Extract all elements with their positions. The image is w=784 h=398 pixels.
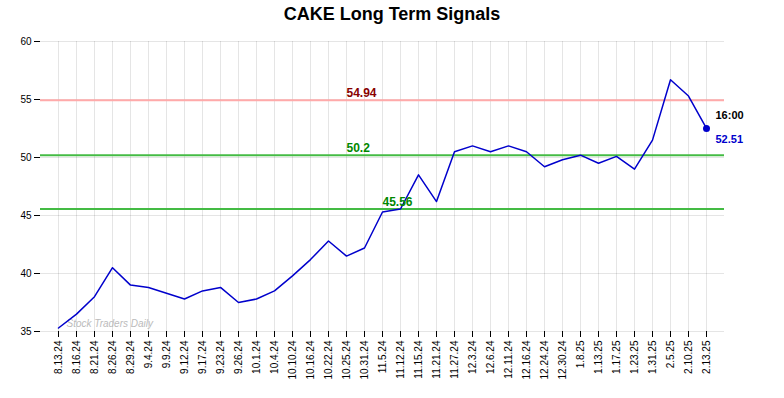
svg-text:11.15.24: 11.15.24 xyxy=(413,340,424,379)
svg-text:11.5.24: 11.5.24 xyxy=(377,340,388,373)
svg-text:2.5.25: 2.5.25 xyxy=(665,340,676,368)
svg-text:10.10.24: 10.10.24 xyxy=(287,340,298,379)
svg-text:2.10.25: 2.10.25 xyxy=(683,340,694,374)
svg-text:10.31.24: 10.31.24 xyxy=(359,340,370,379)
html-text:CAKE Long Term Signals: CAKE Long Term Signals xyxy=(283,4,501,24)
svg-text:10.4.24: 10.4.24 xyxy=(269,340,280,374)
svg-text:40: 40 xyxy=(20,268,32,279)
svg-text:12.30.24: 12.30.24 xyxy=(557,340,568,379)
svg-text:12.24.24: 12.24.24 xyxy=(539,340,550,379)
svg-text:1.8.25: 1.8.25 xyxy=(575,340,586,368)
svg-text:8.26.24: 8.26.24 xyxy=(107,340,118,374)
svg-text:1.31.25: 1.31.25 xyxy=(647,340,658,374)
svg-text:1.13.25: 1.13.25 xyxy=(593,340,604,374)
svg-text:9.26.24: 9.26.24 xyxy=(233,340,244,374)
svg-text:45.56: 45.56 xyxy=(383,195,413,209)
svg-text:54.94: 54.94 xyxy=(347,86,377,100)
svg-text:10.1.24: 10.1.24 xyxy=(251,340,262,374)
svg-text:9.12.24: 9.12.24 xyxy=(179,340,190,374)
svg-text:11.21.24: 11.21.24 xyxy=(431,340,442,379)
svg-text:8.16.24: 8.16.24 xyxy=(71,340,82,374)
svg-text:9.4.24: 9.4.24 xyxy=(143,340,154,368)
svg-text:10.25.24: 10.25.24 xyxy=(341,340,352,379)
svg-text:1.17.25: 1.17.25 xyxy=(611,340,622,374)
svg-text:12.16.24: 12.16.24 xyxy=(521,340,532,379)
svg-text:9.9.24: 9.9.24 xyxy=(161,340,172,368)
svg-text:10.16.24: 10.16.24 xyxy=(305,340,316,379)
svg-text:10.22.24: 10.22.24 xyxy=(323,340,334,379)
svg-text:35: 35 xyxy=(20,326,32,337)
svg-text:16:00: 16:00 xyxy=(716,109,744,121)
svg-text:11.12.24: 11.12.24 xyxy=(395,340,406,379)
svg-text:9.17.24: 9.17.24 xyxy=(197,340,208,374)
svg-text:11.27.24: 11.27.24 xyxy=(449,340,460,379)
svg-text:12.6.24: 12.6.24 xyxy=(485,340,496,374)
svg-text:8.29.24: 8.29.24 xyxy=(125,340,136,374)
svg-text:1.23.25: 1.23.25 xyxy=(629,340,640,374)
svg-text:12.3.24: 12.3.24 xyxy=(467,340,478,374)
svg-text:52.51: 52.51 xyxy=(716,133,744,145)
svg-text:50.2: 50.2 xyxy=(347,141,371,155)
svg-text:8.21.24: 8.21.24 xyxy=(89,340,100,374)
svg-text:55: 55 xyxy=(20,94,32,105)
svg-text:2.13.25: 2.13.25 xyxy=(701,340,712,374)
svg-text:8.13.24: 8.13.24 xyxy=(53,340,64,374)
svg-text:9.23.24: 9.23.24 xyxy=(215,340,226,374)
svg-text:60: 60 xyxy=(20,36,32,47)
svg-text:45: 45 xyxy=(20,210,32,221)
svg-text:50: 50 xyxy=(20,152,32,163)
svg-text:Stock Traders Daily: Stock Traders Daily xyxy=(67,318,155,329)
svg-text:12.11.24: 12.11.24 xyxy=(503,340,514,379)
